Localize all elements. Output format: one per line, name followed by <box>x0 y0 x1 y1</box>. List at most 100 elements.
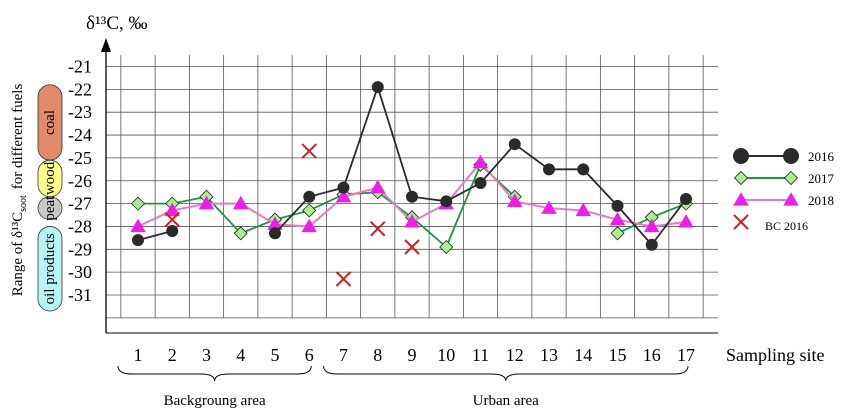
data-point-15 <box>609 211 626 226</box>
side-label-main: Range of δ¹³C <box>10 212 26 296</box>
data-point <box>733 170 749 186</box>
data-point <box>472 154 489 169</box>
data-point-8 <box>370 179 386 194</box>
data-point <box>198 195 215 210</box>
data-point <box>645 238 658 251</box>
legend-marker <box>783 148 799 164</box>
data-point-6 <box>301 143 317 159</box>
data-point-12 <box>508 138 521 151</box>
legend-label: 2018 <box>808 193 834 208</box>
data-point-stroke <box>404 239 420 255</box>
data-point <box>508 138 521 151</box>
data-point <box>678 214 694 228</box>
data-point <box>439 239 454 255</box>
data-point <box>233 226 248 241</box>
fuel-range-pill <box>37 226 63 312</box>
data-point <box>541 200 557 214</box>
data-point-11 <box>472 154 489 169</box>
data-point <box>406 190 418 203</box>
data-point-1 <box>132 234 144 247</box>
data-point-12 <box>507 193 523 207</box>
series-bc-2016 <box>164 143 420 287</box>
y-tick-label: -25 <box>68 148 92 168</box>
data-point-5 <box>269 227 281 240</box>
area-urban-area: Urban area <box>323 365 689 409</box>
y-tick-label: -31 <box>68 285 92 305</box>
data-point-16 <box>644 218 660 233</box>
fuel-range-oil-products: oil products <box>37 226 63 312</box>
series-points <box>132 81 692 251</box>
data-point <box>577 163 590 176</box>
data-point-9 <box>404 214 420 228</box>
data-point-16 <box>645 238 658 251</box>
data-point <box>783 192 799 206</box>
data-point-4 <box>233 226 248 241</box>
x-tick-label: 14 <box>574 345 592 365</box>
x-tick-label: 8 <box>373 345 382 365</box>
y-tick-label: -29 <box>68 239 92 259</box>
data-point <box>474 177 487 190</box>
data-point-stroke <box>733 214 749 230</box>
data-point <box>130 196 146 211</box>
data-point <box>166 225 179 238</box>
side-label: Range of δ¹³Csoot for different fuels <box>10 84 29 297</box>
legend-label: 2017 <box>808 171 835 186</box>
data-point-10 <box>439 239 454 255</box>
legend-item-2017: 2017 <box>733 170 835 186</box>
data-point-15 <box>610 226 625 241</box>
x-tick-label: 16 <box>643 345 661 365</box>
fuel-range-pill <box>37 196 63 220</box>
data-point <box>301 218 317 233</box>
x-tick-label: 1 <box>134 345 143 365</box>
data-point <box>233 195 249 210</box>
fuel-range-label: peat <box>42 195 58 221</box>
data-point-3 <box>198 195 215 210</box>
data-point <box>543 163 555 176</box>
data-point-7 <box>335 271 352 287</box>
x-tick-label: 11 <box>472 345 489 365</box>
legend-item-2018: 2018 <box>733 192 834 208</box>
data-point-14 <box>575 202 591 217</box>
data-point-13 <box>541 200 557 214</box>
data-point-17 <box>680 193 692 206</box>
side-label-sub: soot <box>18 195 29 212</box>
x-tick-label: 6 <box>305 345 314 365</box>
x-tick-label: 17 <box>677 345 695 365</box>
data-point-7 <box>337 181 350 194</box>
data-point-2 <box>164 202 180 217</box>
data-point-17 <box>678 214 694 228</box>
area-brace <box>323 365 689 382</box>
grid <box>106 55 718 319</box>
data-point-13 <box>543 163 555 176</box>
x-tick-label: 5 <box>271 345 280 365</box>
data-point <box>783 170 799 186</box>
data-point <box>269 227 281 240</box>
legend-item-bc-2016: BC 2016 <box>733 214 808 233</box>
y-tick-label: -24 <box>68 125 92 145</box>
series <box>130 81 694 287</box>
x-axis-title: Sampling site <box>726 345 825 365</box>
data-point-stroke <box>164 211 180 228</box>
y-tick-labels: -21-22 -23 -24 -25 -26 -27-28 -29 -30 -31 <box>68 57 92 306</box>
side-label-tail: for different fuels <box>10 84 26 190</box>
fuel-range-label: coal <box>42 110 58 135</box>
y-tick-label: -22 <box>68 79 92 99</box>
axes <box>101 38 718 334</box>
data-point-2 <box>166 225 179 238</box>
legend-item-2016: 2016 <box>733 148 835 164</box>
data-point <box>164 202 180 217</box>
y-axis-title: δ¹³C, ‰ <box>86 13 148 34</box>
data-point <box>611 199 624 212</box>
data-point <box>335 188 352 203</box>
data-point-7 <box>335 188 352 203</box>
data-point <box>680 193 692 206</box>
data-point <box>440 195 453 208</box>
area-backgroung-area: Backgroung area <box>117 365 312 409</box>
x-tick-labels: 1 2 3 4 5 6 7 8 9 10 11 12 13 14 15 16 17 <box>134 345 696 365</box>
x-tick-label: 2 <box>168 345 177 365</box>
series-2018 <box>130 154 694 233</box>
data-point <box>404 214 420 228</box>
data-point-6 <box>303 190 316 203</box>
